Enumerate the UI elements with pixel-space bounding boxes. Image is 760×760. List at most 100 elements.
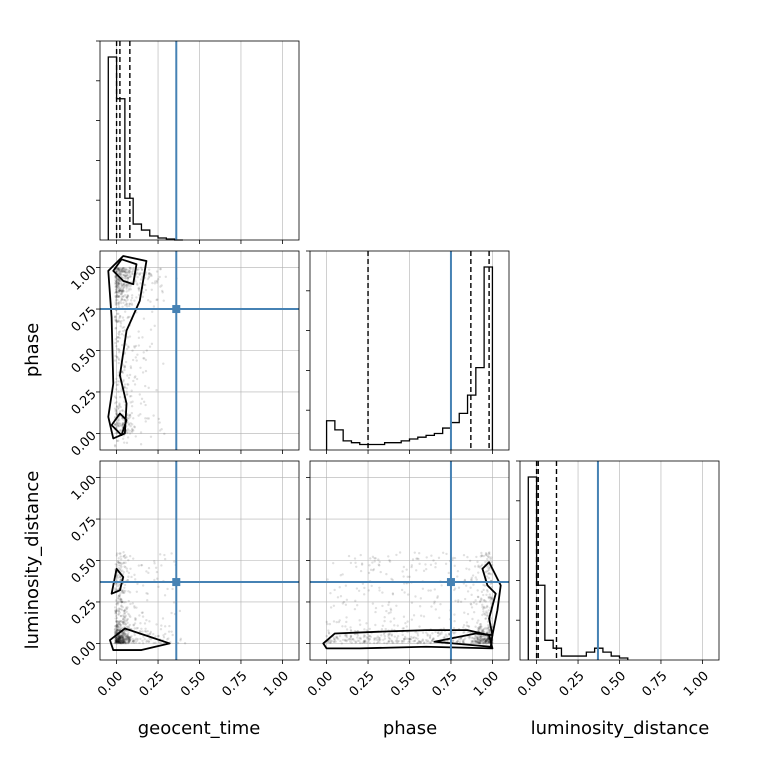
sample-point	[155, 279, 159, 283]
sample-point	[446, 639, 449, 643]
sample-point	[480, 638, 483, 642]
sample-point	[117, 564, 121, 567]
sample-point	[133, 622, 137, 625]
sample-point	[482, 627, 486, 631]
sample-point	[404, 622, 407, 625]
sample-point	[123, 565, 126, 568]
sample-point	[115, 431, 118, 435]
sample-point	[119, 270, 123, 273]
sample-point	[121, 638, 125, 641]
sample-point	[124, 271, 127, 274]
sample-point	[114, 640, 117, 644]
sample-point	[119, 638, 123, 642]
sample-point	[482, 634, 485, 638]
sample-point	[127, 283, 131, 286]
sample-point	[402, 565, 406, 569]
sample-point	[122, 284, 125, 287]
sample-point	[479, 642, 483, 645]
sample-point	[393, 635, 397, 638]
sample-point	[146, 277, 150, 281]
sample-point	[456, 639, 459, 643]
sample-point	[159, 628, 163, 631]
sample-point	[117, 641, 120, 644]
sample-point	[465, 621, 469, 624]
sample-point	[474, 639, 477, 643]
sample-point	[122, 621, 125, 624]
sample-point	[117, 267, 120, 270]
sample-point	[118, 349, 121, 352]
sample-point	[417, 557, 420, 561]
sample-point	[116, 640, 120, 643]
sample-point	[368, 627, 371, 631]
sample-point	[128, 373, 132, 377]
sample-point	[114, 638, 117, 642]
sample-point	[480, 637, 484, 641]
sample-point	[118, 641, 121, 645]
sample-point	[117, 561, 121, 564]
sample-point	[330, 639, 334, 643]
sample-point	[115, 383, 119, 387]
sample-point	[118, 271, 122, 275]
sample-point	[119, 599, 122, 602]
sample-point	[461, 640, 465, 644]
sample-point	[368, 634, 372, 638]
sample-point	[123, 283, 126, 287]
sample-point	[115, 629, 119, 633]
sample-point	[153, 324, 156, 328]
sample-point	[329, 640, 333, 644]
sample-point	[117, 330, 121, 334]
sample-point	[358, 623, 362, 626]
sample-point	[115, 411, 118, 415]
sample-point	[123, 639, 126, 643]
sample-point	[138, 641, 141, 645]
sample-point	[486, 639, 490, 642]
sample-point	[144, 420, 147, 423]
sample-point	[129, 638, 132, 642]
sample-point	[119, 272, 123, 276]
sample-point	[443, 635, 447, 638]
sample-point	[481, 605, 484, 609]
sample-point	[471, 636, 475, 640]
sample-point	[116, 294, 120, 297]
sample-point	[115, 281, 119, 285]
sample-point	[119, 640, 122, 643]
sample-point	[127, 417, 131, 420]
sample-point	[118, 635, 121, 639]
sample-point	[129, 615, 132, 619]
sample-point	[487, 567, 490, 570]
sample-point	[119, 279, 122, 282]
sample-point	[394, 640, 398, 643]
sample-point	[114, 288, 118, 291]
sample-point	[389, 611, 392, 614]
sample-point	[120, 605, 123, 608]
sample-point	[120, 424, 124, 427]
sample-point	[116, 625, 119, 628]
y-axis-label-phase: phase	[22, 323, 43, 377]
y-tick-label: 0.75	[69, 304, 100, 335]
sample-point	[418, 552, 421, 555]
sample-point	[488, 628, 491, 632]
sample-point	[123, 591, 126, 594]
sample-point	[125, 276, 128, 280]
x-tick-label: 1.00	[261, 669, 292, 700]
sample-point	[387, 640, 390, 644]
sample-point	[116, 405, 119, 408]
sample-point	[119, 636, 123, 639]
sample-point	[115, 639, 119, 642]
sample-point	[118, 636, 121, 639]
sample-point	[377, 638, 380, 642]
sample-point	[115, 638, 119, 641]
sample-point	[115, 355, 119, 359]
sample-point	[125, 569, 129, 573]
sample-point	[480, 554, 484, 558]
sample-point	[429, 563, 433, 566]
sample-point	[121, 640, 124, 643]
sample-point	[478, 641, 481, 645]
sample-point	[134, 641, 138, 644]
sample-point	[123, 385, 126, 389]
sample-point	[125, 283, 128, 286]
sample-point	[480, 590, 484, 594]
sample-point	[490, 573, 493, 576]
sample-point	[482, 554, 485, 558]
